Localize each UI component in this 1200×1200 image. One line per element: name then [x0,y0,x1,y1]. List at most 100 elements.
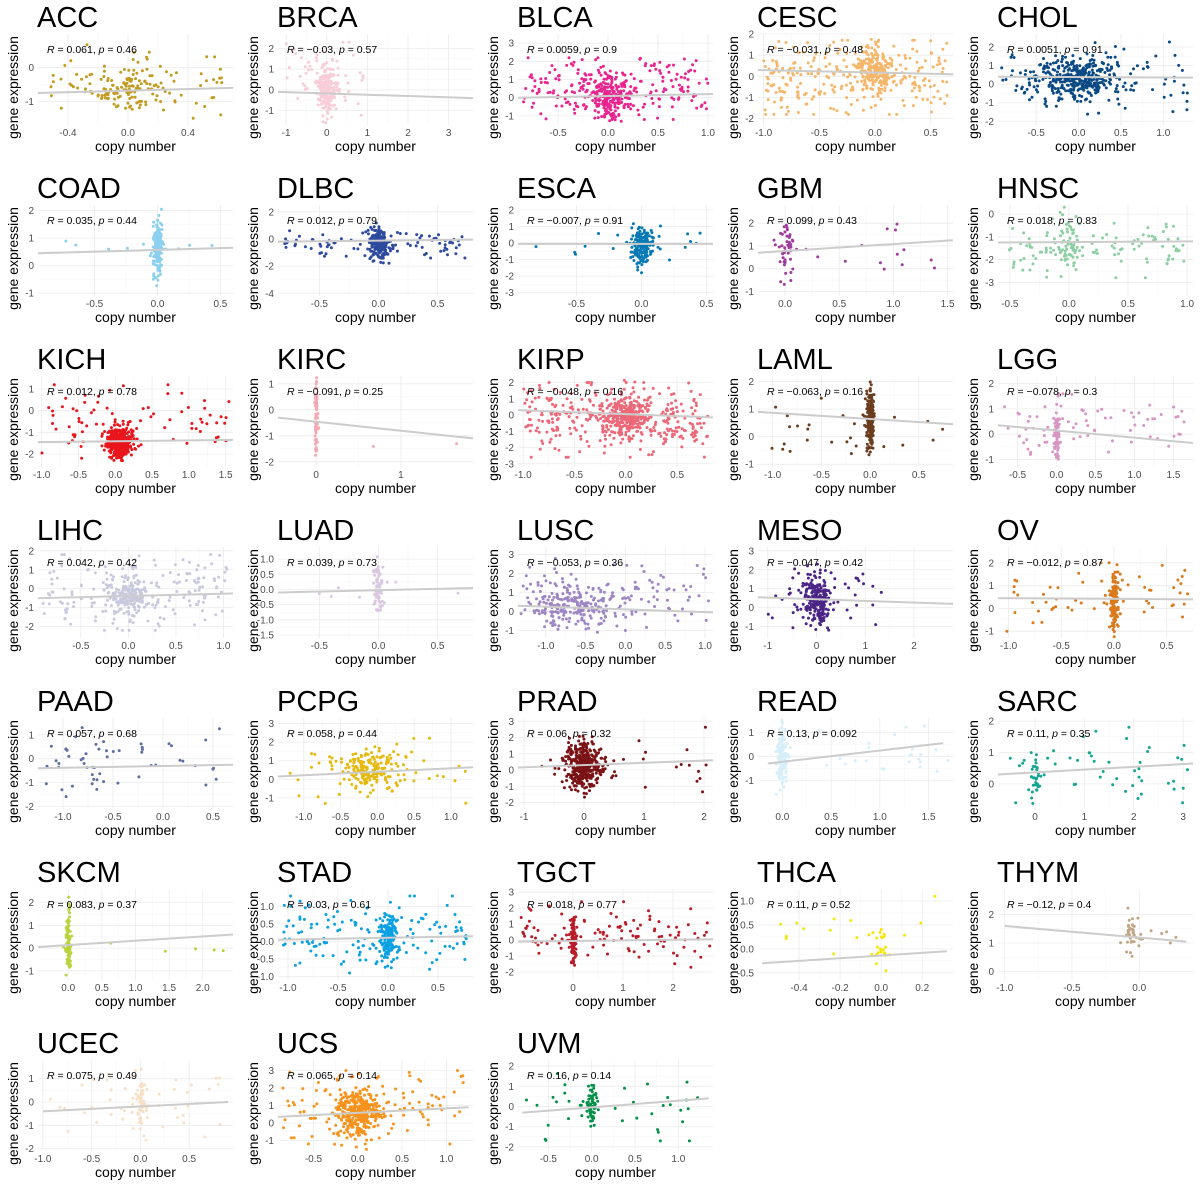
data-point [556,417,560,421]
x-tick-label: 0.5 [213,299,227,310]
data-point [593,80,597,84]
data-point [386,252,390,256]
data-point [224,416,228,420]
data-point [60,553,64,557]
data-point [1107,80,1111,84]
data-point [197,588,201,592]
data-point [154,98,158,102]
data-point [1058,417,1062,421]
data-point [673,429,677,433]
data-point [548,440,552,444]
data-point [639,246,643,250]
data-point [1046,425,1050,429]
data-point [779,98,783,102]
data-point [812,95,816,99]
data-point [317,592,321,596]
data-point [1084,419,1088,423]
data-point [1035,415,1039,419]
data-point [149,415,153,419]
data-point [894,228,897,232]
x-tick-label: 0.5 [145,470,159,481]
data-point [626,105,630,109]
data-point [619,92,623,96]
x-tick-label: 0.0 [635,299,649,310]
panel-title: GBM [757,173,823,205]
data-point [593,101,597,105]
data-point [554,403,558,407]
data-point [766,98,770,102]
data-point [582,80,586,83]
data-point [543,80,547,84]
data-point [110,585,114,589]
panel-title: BLCA [517,2,593,34]
data-point [603,112,607,116]
data-point [670,401,673,405]
data-point [806,41,810,45]
data-point [1085,84,1089,88]
data-point [1054,253,1058,257]
data-point [601,430,605,434]
data-point [1181,243,1185,247]
data-point [119,607,123,611]
data-point [315,380,319,383]
data-point [792,61,796,65]
data-point [827,76,831,80]
data-point [373,236,377,240]
data-point [1162,95,1166,99]
data-point [1081,66,1085,70]
data-point [132,51,136,54]
data-point [601,426,605,430]
data-point [145,67,149,71]
y-tick-label: 2 [268,207,274,218]
data-point [1058,210,1062,214]
data-point [1045,104,1049,108]
data-point [840,84,844,88]
data-point [443,246,447,250]
data-point [154,563,157,567]
data-point [1101,62,1105,66]
data-point [929,52,933,55]
data-point [285,76,289,80]
data-point [1089,62,1093,66]
panel-title: CHOL [997,2,1078,34]
data-point [568,426,572,430]
data-point [528,418,532,422]
data-point [611,430,615,434]
data-point [636,227,640,231]
data-point [122,68,126,71]
data-point [692,431,696,435]
data-point [631,408,635,412]
data-point [895,222,899,226]
data-point [106,437,110,441]
data-point [785,234,789,238]
data-point [785,105,789,109]
data-point [644,407,648,410]
data-point [533,396,537,400]
data-point [611,405,615,409]
data-point [1182,83,1186,87]
data-point [766,82,770,86]
data-point [693,409,697,413]
data-point [943,102,947,105]
data-point [1114,90,1117,93]
data-point [689,389,693,393]
data-point [870,73,874,77]
data-point [893,415,896,419]
data-point [536,426,539,430]
data-point [1015,84,1019,88]
data-point [83,400,87,404]
data-point [671,432,674,436]
data-point [918,86,922,90]
data-point [628,427,631,431]
data-point [1045,269,1049,273]
data-point [650,453,654,457]
data-point [783,246,787,250]
data-point [1041,77,1045,81]
data-point [781,447,785,451]
data-point [184,579,188,582]
data-point [1105,233,1109,236]
data-point [610,408,614,412]
data-point [620,83,624,87]
data-point [104,609,108,613]
